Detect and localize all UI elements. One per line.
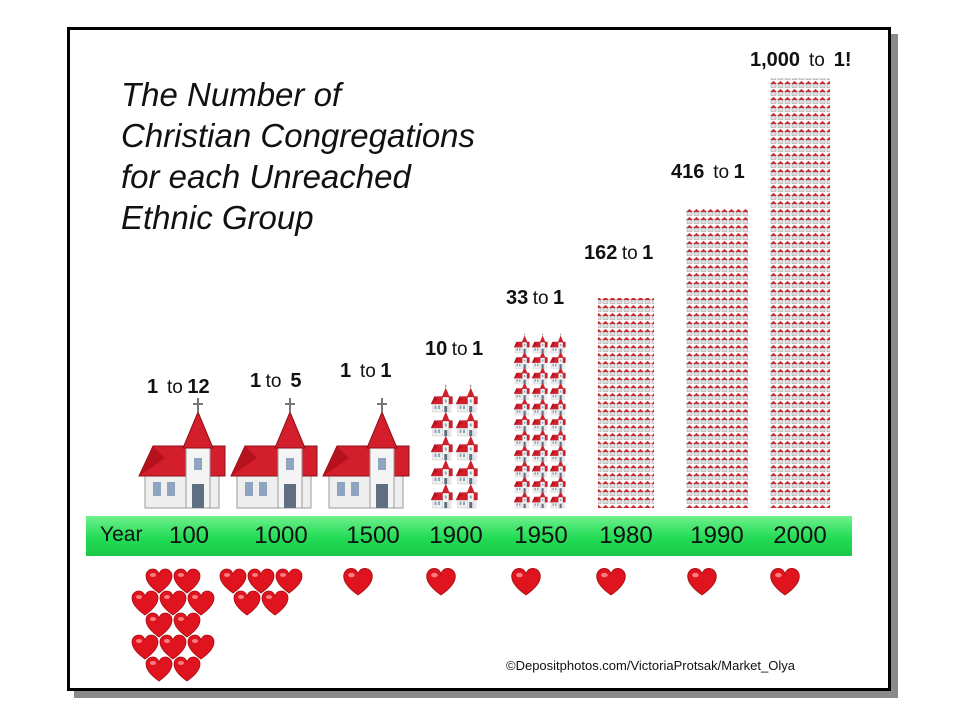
- church-icon: [322, 397, 410, 509]
- church-icon: [455, 456, 478, 485]
- heart-icon: [145, 568, 173, 594]
- year-tick-100: 100: [168, 522, 210, 549]
- church-icon: [549, 333, 566, 354]
- church-icon: [455, 384, 478, 413]
- chart-title: The Number of Christian Congregations fo…: [121, 76, 476, 236]
- ratio-label-1990: 416 to 1: [671, 161, 745, 183]
- heart-icon: [173, 612, 201, 638]
- slide-frame: [67, 27, 891, 691]
- church-cluster: [770, 78, 830, 508]
- heart-icon: [247, 568, 275, 594]
- church-icon: [138, 397, 226, 509]
- heart-icon: [596, 567, 626, 596]
- heart-icon: [343, 567, 373, 596]
- heart-icon: [159, 590, 187, 616]
- heart-icon: [687, 567, 717, 596]
- church-icon: [430, 384, 453, 413]
- heart-icon: [187, 634, 215, 660]
- ratio-label-1500: 1 to 1: [340, 360, 392, 382]
- church-icon: [230, 397, 318, 509]
- ratio-label-1000: 1 to 5: [250, 370, 302, 392]
- year-tick-1000: 1000: [254, 522, 308, 549]
- heart-icon: [173, 568, 201, 594]
- heart-icon: [173, 656, 201, 682]
- church-icon: [455, 480, 478, 509]
- heart-icon: [426, 567, 456, 596]
- church-icon: [430, 408, 453, 437]
- church-icon: [513, 333, 530, 354]
- church-icon: [430, 432, 453, 461]
- year-band: [86, 516, 852, 556]
- ethnic-group-hearts: [131, 567, 800, 682]
- year-tick-1990: 1990: [690, 522, 744, 549]
- heart-icon: [187, 590, 215, 616]
- year-tick-1900: 1900: [429, 522, 483, 549]
- ratio-label-1980: 162 to 1: [584, 242, 654, 264]
- year-tick-1950: 1950: [514, 522, 568, 549]
- ratio-label-2000: 1,000 to 1!: [750, 49, 852, 71]
- heart-icon: [219, 568, 247, 594]
- church-cluster: [598, 298, 654, 508]
- heart-icon: [511, 567, 541, 596]
- church-icon: [455, 408, 478, 437]
- ratio-label-100: 1 to 12: [147, 376, 210, 398]
- image-credit: ©Depositphotos.com/VictoriaProtsak/Marke…: [506, 658, 795, 673]
- heart-icon: [233, 590, 261, 616]
- heart-icon: [145, 612, 173, 638]
- heart-icon: [159, 634, 187, 660]
- heart-icon: [275, 568, 303, 594]
- ratio-label-1900: 10 to 1: [425, 338, 484, 360]
- heart-icon: [261, 590, 289, 616]
- year-tick-1500: 1500: [346, 522, 400, 549]
- year-tick-2000: 2000: [773, 522, 827, 549]
- church-icon: [430, 480, 453, 509]
- ratio-label-1950: 33 to 1: [506, 287, 565, 309]
- congregation-icons: [138, 78, 830, 509]
- year-axis-label: Year: [100, 523, 143, 546]
- heart-icon: [131, 634, 159, 660]
- church-cluster: [686, 208, 748, 508]
- heart-icon: [145, 656, 173, 682]
- year-tick-1980: 1980: [599, 522, 653, 549]
- church-icon: [430, 456, 453, 485]
- church-icon: [531, 333, 548, 354]
- church-icon: [455, 432, 478, 461]
- heart-icon: [131, 590, 159, 616]
- heart-icon: [770, 567, 800, 596]
